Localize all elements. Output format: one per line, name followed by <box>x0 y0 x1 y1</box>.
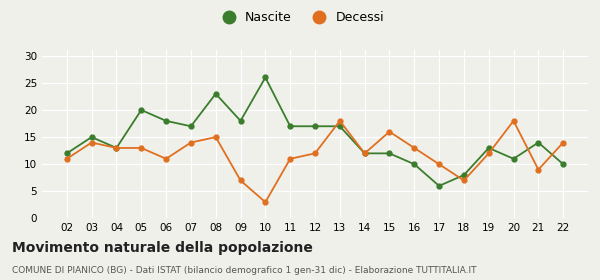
Nascite <box>187 108 194 112</box>
Nascite <box>460 162 467 166</box>
Decessi <box>311 200 319 204</box>
Decessi <box>436 130 443 133</box>
Line: Decessi: Decessi <box>64 118 566 205</box>
Nascite <box>212 119 220 123</box>
Decessi <box>361 152 368 155</box>
Nascite <box>560 157 567 160</box>
Decessi <box>163 146 170 150</box>
Nascite <box>584 141 592 144</box>
Decessi <box>535 152 542 155</box>
Decessi <box>410 152 418 155</box>
Decessi <box>287 179 294 182</box>
Nascite <box>113 152 120 155</box>
Text: COMUNE DI PIANICO (BG) - Dati ISTAT (bilancio demografico 1 gen-31 dic) - Elabor: COMUNE DI PIANICO (BG) - Dati ISTAT (bil… <box>12 266 476 275</box>
Decessi <box>485 162 493 166</box>
Decessi <box>336 157 343 160</box>
Line: Nascite: Nascite <box>64 75 566 188</box>
Nascite <box>485 184 493 188</box>
Decessi <box>212 157 220 160</box>
Decessi <box>584 168 592 171</box>
Text: Movimento naturale della popolazione: Movimento naturale della popolazione <box>12 241 313 255</box>
Nascite <box>262 92 269 95</box>
Decessi <box>262 136 269 139</box>
Nascite <box>386 125 393 128</box>
Decessi <box>510 179 517 182</box>
Nascite <box>535 146 542 150</box>
Nascite <box>510 173 517 177</box>
Nascite <box>436 152 443 155</box>
Legend: Nascite, Decessi: Nascite, Decessi <box>211 6 389 29</box>
Nascite <box>311 76 319 79</box>
Decessi <box>460 146 467 150</box>
Nascite <box>361 125 368 128</box>
Decessi <box>113 157 120 160</box>
Nascite <box>410 152 418 155</box>
Decessi <box>137 141 145 144</box>
Decessi <box>386 119 393 123</box>
Nascite <box>287 119 294 123</box>
Nascite <box>137 136 145 139</box>
Decessi <box>187 146 194 150</box>
Nascite <box>336 125 343 128</box>
Nascite <box>237 125 244 128</box>
Decessi <box>560 119 567 123</box>
Decessi <box>237 141 244 144</box>
Nascite <box>163 146 170 150</box>
